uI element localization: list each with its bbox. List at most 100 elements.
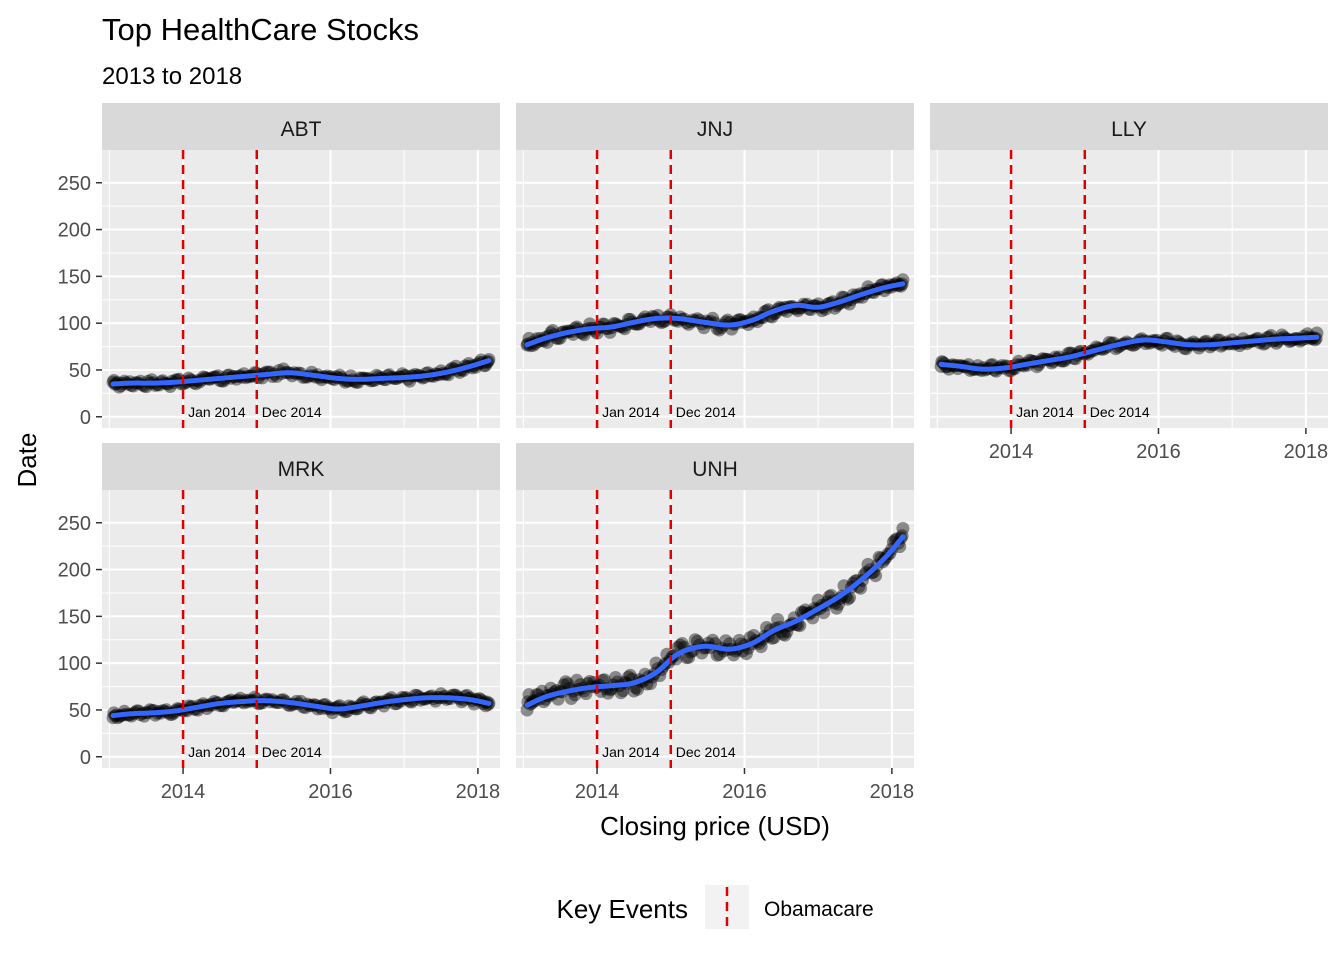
data-point <box>739 647 753 661</box>
x-tick-label: 2014 <box>989 441 1034 463</box>
data-point <box>544 681 558 695</box>
data-point <box>623 668 637 682</box>
data-point <box>570 673 584 687</box>
facet-panel-abt: ABT Jan 2014 Dec 2014 0 50 100 150 200 250 <box>58 103 500 429</box>
x-tick-label: 2016 <box>722 781 767 803</box>
event-label: Dec 2014 <box>262 744 322 760</box>
y-tick-label: 150 <box>58 266 91 288</box>
x-tick-label: 2018 <box>870 781 915 803</box>
data-point <box>719 634 733 648</box>
data-point <box>811 593 825 607</box>
x-tick-label: 2018 <box>1284 441 1329 463</box>
facet-panel-unh: UNH Jan 2014 Dec 2014 2014 2016 2018 <box>516 443 914 803</box>
chart-title: Top HealthCare Stocks <box>102 12 419 47</box>
panel-background <box>516 150 914 428</box>
chart-subtitle: 2013 to 2018 <box>102 63 242 90</box>
event-label: Jan 2014 <box>602 404 660 420</box>
facet-panel-mrk: MRK Jan 2014 Dec 2014 0 50 100 150 200 250 2014 20… <box>58 443 501 803</box>
data-point <box>631 682 645 696</box>
data-point <box>771 613 785 626</box>
y-tick-label: 250 <box>58 513 91 535</box>
facet-strip <box>102 103 500 150</box>
data-point <box>732 633 746 647</box>
smooth-line <box>938 334 1320 372</box>
data-point <box>682 650 696 664</box>
data-point <box>673 638 687 652</box>
y-tick-label: 150 <box>58 606 91 628</box>
panel-background <box>930 150 1328 428</box>
event-label: Dec 2014 <box>262 404 322 420</box>
panel-background <box>102 490 500 768</box>
data-point <box>680 651 693 665</box>
smooth-line <box>110 358 492 387</box>
panel-background <box>516 490 914 768</box>
y-tick-label: 0 <box>80 747 91 769</box>
legend: Key Events Obamacare <box>556 885 874 929</box>
facet-strip-label: JNJ <box>697 118 733 141</box>
data-point <box>520 703 534 717</box>
x-tick-label: 2016 <box>1136 441 1181 463</box>
data-point <box>776 627 790 641</box>
x-tick-label: 2014 <box>575 781 620 803</box>
facet-strip <box>516 103 914 150</box>
y-tick-label: 100 <box>58 653 91 675</box>
y-tick-label: 50 <box>69 700 91 722</box>
event-label: Jan 2014 <box>602 744 660 760</box>
data-point <box>561 677 575 691</box>
event-label: Dec 2014 <box>676 404 736 420</box>
facet-strip-label: LLY <box>1111 118 1147 141</box>
x-tick-label: 2014 <box>161 781 206 803</box>
facet-strip-label: UNH <box>692 458 738 481</box>
data-point <box>754 640 768 654</box>
y-tick-label: 0 <box>80 407 91 429</box>
smooth-line <box>524 534 906 708</box>
data-point <box>601 686 615 700</box>
data-point <box>675 637 689 650</box>
data-point <box>614 686 628 700</box>
data-point <box>621 670 635 684</box>
data-point <box>564 692 578 705</box>
data-point <box>861 557 875 571</box>
data-point <box>695 646 709 660</box>
facet-panel-lly: LLY Jan 2014 Dec 2014 2014 2016 2018 <box>930 103 1328 463</box>
facet-strip <box>102 443 500 490</box>
data-point <box>522 688 536 702</box>
x-tick-label: 2016 <box>308 781 353 803</box>
data-point <box>649 656 663 670</box>
event-label: Dec 2014 <box>676 744 736 760</box>
data-point <box>559 675 573 689</box>
facet-strip <box>930 103 1328 150</box>
data-point <box>688 633 702 647</box>
facet-panels: ABT Jan 2014 Dec 2014 0 50 100 150 200 250 JNJ Jan… <box>58 103 1328 803</box>
data-point <box>627 684 641 698</box>
event-label: Dec 2014 <box>1090 404 1150 420</box>
smooth-line <box>110 695 492 719</box>
data-point <box>710 648 724 662</box>
facet-strip <box>516 443 914 490</box>
y-tick-label: 200 <box>58 220 91 242</box>
y-tick-label: 250 <box>58 173 91 195</box>
event-label: Jan 2014 <box>1016 404 1074 420</box>
data-point <box>644 677 657 691</box>
y-axis-label: Date <box>12 433 42 488</box>
legend-title: Key Events <box>556 894 688 924</box>
data-point <box>727 648 741 662</box>
facet-strip-label: MRK <box>278 458 325 481</box>
y-tick-label: 200 <box>58 560 91 582</box>
smooth-line <box>524 281 906 348</box>
facet-panel-jnj: JNJ Jan 2014 Dec 2014 <box>516 103 914 428</box>
data-point <box>896 521 910 535</box>
event-label: Jan 2014 <box>188 404 246 420</box>
data-point <box>830 601 844 615</box>
data-point <box>557 678 571 692</box>
data-point <box>778 628 792 642</box>
x-axis-label: Closing price (USD) <box>600 811 830 841</box>
event-label: Jan 2014 <box>188 744 246 760</box>
y-tick-label: 50 <box>69 360 91 382</box>
facet-strip-label: ABT <box>281 118 322 141</box>
data-point <box>597 673 611 687</box>
x-tick-label: 2018 <box>456 781 501 803</box>
data-point <box>706 633 720 647</box>
